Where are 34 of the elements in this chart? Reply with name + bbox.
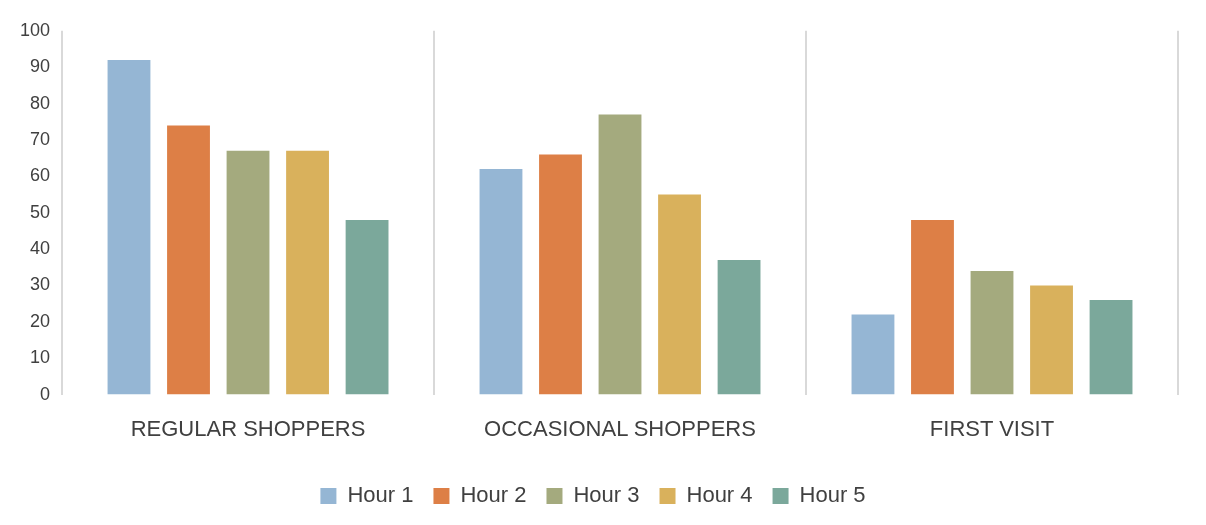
y-tick-label: 40 [30, 238, 51, 259]
bar [911, 219, 954, 395]
bar [479, 169, 523, 395]
y-tick-label: 50 [30, 201, 51, 222]
x-tick-label: OCCASIONAL SHOPPERS [484, 415, 756, 441]
bar [851, 314, 895, 395]
bar [598, 114, 642, 395]
bar [107, 59, 151, 395]
bar [1089, 300, 1133, 395]
y-tick-label: 0 [40, 383, 51, 404]
bar [658, 194, 701, 395]
bar [539, 154, 582, 395]
bar [345, 219, 389, 395]
y-tick-label: 10 [30, 347, 51, 368]
legend-label: Hour 1 [347, 482, 414, 508]
x-tick-label: FIRST VISIT [929, 415, 1055, 441]
bar [717, 259, 761, 395]
bar [226, 150, 270, 395]
y-tick-label: 30 [30, 274, 51, 295]
bar [970, 270, 1014, 395]
y-tick-label: 100 [19, 19, 51, 40]
legend-label: Hour 4 [686, 482, 753, 508]
legend-label: Hour 2 [460, 482, 527, 508]
y-tick-label: 70 [30, 128, 51, 149]
y-tick-label: 80 [30, 92, 51, 113]
bar [1030, 285, 1073, 395]
x-tick-label: REGULAR SHOPPERS [130, 415, 366, 441]
y-tick-label: 90 [30, 56, 51, 77]
legend-label: Hour 3 [573, 482, 640, 508]
bar [286, 150, 329, 395]
y-tick-label: 60 [30, 165, 51, 186]
legend-label: Hour 5 [799, 482, 866, 508]
bar [167, 125, 210, 395]
y-tick-label: 20 [30, 310, 51, 331]
